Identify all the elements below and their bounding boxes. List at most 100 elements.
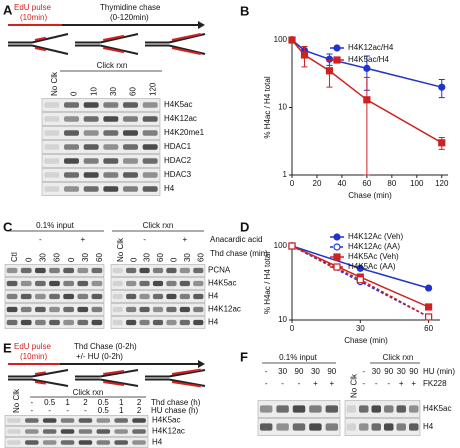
blot-band bbox=[325, 423, 339, 431]
y-tick-label: 10 bbox=[278, 315, 287, 324]
lane-label: - bbox=[30, 398, 33, 407]
marker bbox=[356, 276, 364, 284]
blot-band bbox=[114, 429, 128, 434]
x-tick-label: 20 bbox=[313, 179, 322, 188]
blot-band bbox=[142, 130, 158, 136]
blot-band bbox=[142, 158, 158, 164]
row-label: H4K5ac bbox=[423, 404, 451, 413]
lane-label: No Clk bbox=[12, 388, 21, 413]
blot-band bbox=[346, 423, 356, 431]
panel-label: E bbox=[3, 340, 12, 355]
blot-band bbox=[309, 423, 322, 431]
blot-strip bbox=[344, 418, 421, 436]
marker bbox=[333, 263, 341, 271]
lane-label: 0.5 bbox=[98, 406, 110, 415]
blot-band bbox=[179, 267, 190, 274]
fork-arm bbox=[31, 44, 69, 55]
blot-band bbox=[7, 440, 21, 445]
blot-band bbox=[132, 418, 146, 423]
lane-label: - bbox=[66, 406, 69, 415]
blot-strip bbox=[344, 400, 421, 418]
lane-label: 90 bbox=[327, 367, 336, 376]
blot-band bbox=[77, 267, 89, 274]
blot-band bbox=[132, 440, 146, 445]
lane-label: 30 bbox=[278, 367, 287, 376]
blot-band bbox=[123, 102, 138, 108]
fork-new-strand bbox=[171, 368, 201, 375]
lane-label: + bbox=[411, 379, 416, 388]
label: 0.1% input bbox=[36, 221, 75, 230]
fork-arm bbox=[168, 369, 206, 378]
lane-label: No Clk bbox=[50, 71, 59, 96]
marker bbox=[425, 284, 433, 292]
blot-band bbox=[25, 429, 39, 434]
blot-band bbox=[359, 405, 369, 413]
blot-band bbox=[152, 293, 164, 300]
blot-band bbox=[179, 280, 190, 287]
blot-band bbox=[64, 130, 79, 136]
label: (10min) bbox=[20, 352, 47, 361]
y-tick-label: 100 bbox=[274, 35, 288, 44]
blot-band bbox=[83, 186, 99, 192]
fork-arm bbox=[168, 378, 206, 387]
marker bbox=[333, 233, 341, 241]
label: EdU pulse bbox=[14, 342, 51, 351]
legend-label: H4K5Ac (AA) bbox=[348, 262, 396, 271]
blot-band bbox=[103, 102, 119, 108]
lane-label: - bbox=[362, 367, 365, 376]
fork-new-strand bbox=[171, 381, 201, 388]
blot-band bbox=[346, 405, 356, 413]
fork-new-strand bbox=[103, 47, 125, 54]
marker bbox=[438, 83, 446, 91]
blot-band bbox=[64, 172, 79, 178]
blot-band bbox=[359, 423, 369, 431]
row-label: HDAC2 bbox=[164, 156, 192, 165]
fork-arm bbox=[168, 33, 206, 44]
panel-label: C bbox=[3, 219, 13, 234]
marker bbox=[363, 64, 371, 72]
x-axis-label: Chase (min) bbox=[344, 336, 388, 345]
lane-label: 90 bbox=[295, 367, 304, 376]
blot-band bbox=[123, 172, 138, 178]
row-label: H4 bbox=[208, 292, 219, 301]
lane-label: + bbox=[313, 379, 318, 388]
blot-band bbox=[96, 440, 111, 445]
blot-band bbox=[384, 405, 394, 413]
x-tick-label: 80 bbox=[387, 179, 396, 188]
fork-new-strand bbox=[103, 369, 125, 375]
blot-band bbox=[91, 267, 103, 274]
x-tick-label: 30 bbox=[356, 324, 365, 333]
lane-label: 30 bbox=[372, 367, 381, 376]
lane-label: 0.5 bbox=[44, 398, 56, 407]
marker bbox=[325, 67, 334, 75]
blot-band bbox=[42, 418, 57, 423]
blot-band bbox=[103, 158, 119, 164]
blot-band bbox=[44, 116, 60, 122]
marker bbox=[333, 56, 341, 64]
treatment-label: + bbox=[183, 235, 188, 244]
arrow-head bbox=[198, 21, 205, 29]
y-tick-label: 1 bbox=[283, 170, 288, 179]
lane-label: 30 bbox=[109, 87, 118, 96]
blot-band bbox=[64, 158, 79, 164]
error-bar bbox=[363, 76, 370, 176]
label: EdU pulse bbox=[14, 3, 51, 12]
blot-band bbox=[103, 116, 119, 122]
blot-band bbox=[126, 293, 137, 300]
lane-label: 0 bbox=[70, 91, 79, 96]
blot-band bbox=[166, 280, 177, 287]
label: (10min) bbox=[20, 13, 47, 22]
lane-label: 30 bbox=[183, 253, 192, 262]
fork-arm bbox=[100, 378, 139, 387]
blot-band bbox=[20, 280, 32, 287]
legend-label: H4K12Ac (Veh) bbox=[348, 232, 403, 241]
blot-band bbox=[25, 418, 39, 423]
blot-strip bbox=[41, 140, 161, 154]
blot-band bbox=[20, 306, 32, 313]
lane-label: No Clk bbox=[116, 237, 125, 262]
lane-label: 30 bbox=[38, 253, 47, 262]
lane-label: 2 bbox=[137, 398, 142, 407]
blot-band bbox=[112, 267, 123, 274]
marker bbox=[425, 303, 433, 311]
blot-band bbox=[42, 429, 57, 434]
